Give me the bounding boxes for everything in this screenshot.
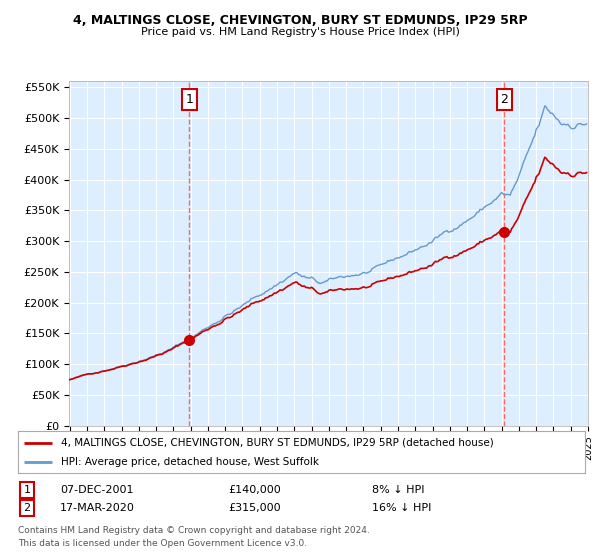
Text: 07-DEC-2001: 07-DEC-2001: [60, 485, 133, 495]
Text: Price paid vs. HM Land Registry's House Price Index (HPI): Price paid vs. HM Land Registry's House …: [140, 27, 460, 37]
Text: 17-MAR-2020: 17-MAR-2020: [60, 503, 135, 513]
Text: 2: 2: [500, 93, 508, 106]
Text: 1: 1: [23, 485, 31, 495]
Text: 4, MALTINGS CLOSE, CHEVINGTON, BURY ST EDMUNDS, IP29 5RP (detached house): 4, MALTINGS CLOSE, CHEVINGTON, BURY ST E…: [61, 437, 493, 447]
Text: 4, MALTINGS CLOSE, CHEVINGTON, BURY ST EDMUNDS, IP29 5RP: 4, MALTINGS CLOSE, CHEVINGTON, BURY ST E…: [73, 14, 527, 27]
Text: HPI: Average price, detached house, West Suffolk: HPI: Average price, detached house, West…: [61, 457, 319, 467]
Text: £140,000: £140,000: [228, 485, 281, 495]
Text: 8% ↓ HPI: 8% ↓ HPI: [372, 485, 425, 495]
Text: 2: 2: [23, 503, 31, 513]
Text: 1: 1: [185, 93, 193, 106]
Text: Contains HM Land Registry data © Crown copyright and database right 2024.: Contains HM Land Registry data © Crown c…: [18, 526, 370, 535]
Text: £315,000: £315,000: [228, 503, 281, 513]
Text: This data is licensed under the Open Government Licence v3.0.: This data is licensed under the Open Gov…: [18, 539, 307, 548]
Text: 16% ↓ HPI: 16% ↓ HPI: [372, 503, 431, 513]
